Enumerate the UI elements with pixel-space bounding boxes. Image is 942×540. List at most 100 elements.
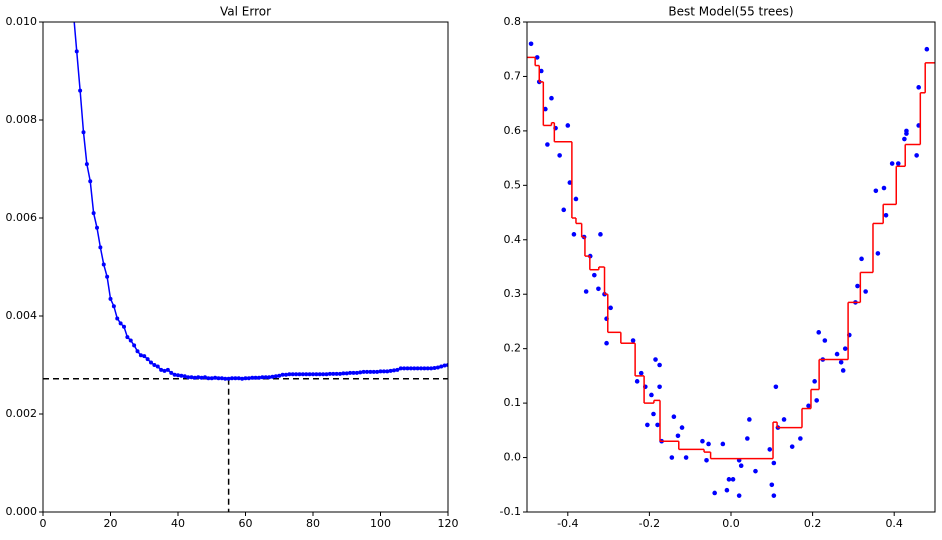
sample-point [567,180,573,185]
error-point [287,372,292,377]
sample-point [902,136,907,142]
error-point [132,343,137,348]
error-point [321,372,326,377]
error-point [91,211,96,216]
sample-point [675,433,681,439]
sample-point [565,123,571,128]
error-point [402,366,407,371]
sample-point [798,436,803,441]
sample-point [638,370,644,376]
sample-point [736,493,742,498]
error-point [327,371,332,376]
error-point [176,373,180,378]
x-tick-label: 0 [40,517,47,530]
sample-point [771,493,777,498]
error-point [294,372,299,377]
sample-point [655,422,660,428]
error-point [415,366,420,371]
error-point [354,370,359,375]
error-point [135,349,140,354]
sample-point [769,482,775,488]
error-point [351,370,356,375]
x-tick-label: -0.2 [639,517,660,530]
error-point [219,376,224,381]
sample-point [679,425,685,430]
y-tick-label: 0.4 [504,233,522,246]
error-point [280,372,285,377]
error-point [203,375,207,380]
error-point [213,375,218,380]
error-point [182,374,187,379]
error-point [253,375,258,380]
sample-point [875,251,881,256]
sample-point [738,463,744,469]
error-point [192,375,197,380]
error-point [115,316,120,321]
sample-point [598,232,603,237]
error-point [304,372,309,377]
error-point [388,368,393,373]
error-point [199,375,204,380]
error-point [138,353,143,358]
sample-point [812,379,817,384]
sample-point [889,161,895,166]
y-tick-label: -0.1 [500,505,521,518]
error-point [412,366,417,371]
error-point [324,372,329,377]
error-point [344,371,349,376]
error-point [257,375,261,380]
error-point [378,369,383,374]
error-point [290,372,295,377]
sample-point [873,188,879,194]
y-tick-label: 0.0 [504,451,522,464]
sample-point [683,455,689,460]
error-point [152,363,157,367]
sample-point [651,411,656,417]
error-point [71,10,75,14]
plot-area [43,10,448,512]
sample-point [712,490,717,496]
sample-point [747,417,752,422]
error-point [307,372,312,377]
x-tick-label: 0.4 [885,517,903,530]
error-point [78,88,83,93]
error-point [101,262,106,267]
error-point [429,366,434,371]
error-point [74,49,79,54]
sample-point [649,392,654,398]
sample-point [863,289,868,294]
error-point [240,376,245,381]
error-point [122,324,126,329]
error-point [432,365,437,370]
error-point [196,375,201,380]
error-point [149,360,153,365]
x-tick-label: 80 [306,517,320,530]
error-point [334,371,339,376]
error-point [381,369,386,374]
sample-point [838,359,844,365]
x-tick-label: -0.4 [557,517,578,530]
x-tick-label: 0.0 [722,517,740,530]
x-tick-label: 120 [438,517,459,530]
y-tick-label: 0.004 [6,309,38,322]
error-point [142,354,147,359]
error-point [189,375,194,380]
error-point [439,364,444,369]
error-point [111,304,116,309]
sample-point [645,422,650,428]
error-point [267,375,272,380]
error-point [250,375,255,380]
error-point [408,366,413,371]
sample-point [730,477,736,482]
error-point [314,372,319,377]
sample-point [528,41,534,47]
sample-point [834,351,840,357]
y-tick-label: 0.5 [504,178,522,191]
sample-point [573,196,579,202]
sample-point [634,379,640,384]
error-point [179,373,184,378]
error-point [209,376,214,381]
error-point [331,371,336,376]
error-point [243,376,248,381]
